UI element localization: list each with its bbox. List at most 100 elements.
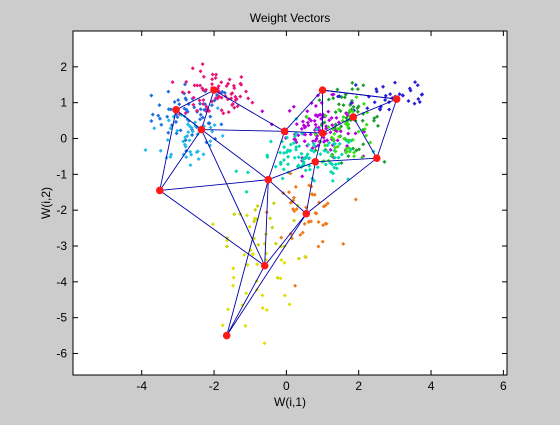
axes: -4 -2 0 2 4 6 2 1 0 -1 -2 -3 -4 -5 -6 bbox=[56, 30, 508, 393]
data-point bbox=[364, 122, 369, 127]
data-point bbox=[321, 204, 326, 209]
data-point bbox=[346, 154, 351, 159]
data-point bbox=[335, 127, 340, 132]
data-point bbox=[282, 293, 287, 298]
data-point bbox=[323, 143, 328, 148]
data-point bbox=[331, 96, 336, 101]
data-point bbox=[231, 266, 236, 271]
data-point bbox=[195, 83, 200, 88]
data-point bbox=[307, 167, 312, 172]
data-point bbox=[317, 98, 322, 103]
data-point bbox=[238, 94, 243, 99]
data-point bbox=[378, 107, 383, 112]
weight-link bbox=[267, 131, 286, 180]
data-point bbox=[250, 100, 255, 105]
scatter-points bbox=[143, 62, 425, 346]
data-point bbox=[364, 133, 369, 138]
data-point bbox=[291, 104, 296, 109]
data-point bbox=[288, 171, 293, 176]
weight-link bbox=[264, 213, 307, 266]
weight-node bbox=[318, 129, 327, 137]
weight-link bbox=[159, 129, 202, 191]
data-point bbox=[255, 203, 260, 208]
data-point bbox=[362, 127, 367, 132]
data-point bbox=[292, 209, 297, 214]
data-point bbox=[408, 88, 413, 93]
data-point bbox=[353, 197, 358, 202]
data-point bbox=[354, 148, 359, 153]
weight-link bbox=[315, 157, 377, 163]
data-point bbox=[303, 254, 308, 259]
data-point bbox=[296, 133, 301, 138]
weight-nodes bbox=[156, 86, 401, 340]
weight-link bbox=[200, 129, 266, 266]
data-point bbox=[197, 98, 202, 103]
weight-link bbox=[352, 116, 378, 159]
data-point bbox=[336, 94, 341, 99]
data-point bbox=[330, 162, 335, 167]
data-point bbox=[294, 145, 299, 150]
weight-link bbox=[200, 89, 215, 130]
x-tick-label: 2 bbox=[355, 379, 362, 393]
data-point bbox=[341, 103, 346, 108]
data-point bbox=[281, 167, 286, 172]
data-point bbox=[204, 104, 209, 109]
data-point bbox=[314, 127, 319, 132]
data-point bbox=[213, 75, 218, 80]
data-point bbox=[336, 120, 341, 125]
data-point bbox=[165, 138, 170, 143]
data-point bbox=[299, 151, 304, 156]
weight-link bbox=[322, 89, 397, 100]
data-point bbox=[328, 147, 333, 152]
data-point bbox=[309, 148, 314, 153]
data-point bbox=[293, 184, 298, 189]
data-point bbox=[326, 97, 331, 102]
data-point bbox=[244, 89, 249, 94]
data-point bbox=[192, 83, 197, 88]
data-point bbox=[322, 120, 327, 125]
data-point bbox=[323, 162, 328, 167]
data-point bbox=[278, 276, 283, 281]
data-point bbox=[383, 93, 388, 98]
data-point bbox=[292, 218, 297, 223]
data-point bbox=[201, 152, 206, 157]
data-point bbox=[313, 122, 318, 127]
data-point bbox=[260, 109, 265, 114]
data-point bbox=[345, 123, 350, 128]
data-point bbox=[219, 95, 224, 100]
data-point bbox=[279, 244, 284, 249]
data-point bbox=[166, 118, 171, 123]
data-point bbox=[303, 168, 308, 173]
data-point bbox=[346, 126, 351, 131]
data-point bbox=[360, 118, 365, 123]
data-point bbox=[265, 153, 270, 158]
data-point bbox=[350, 137, 355, 142]
data-point bbox=[227, 77, 232, 82]
data-point bbox=[294, 207, 299, 212]
data-point bbox=[313, 132, 318, 137]
data-point bbox=[253, 207, 258, 212]
weight-link bbox=[267, 179, 307, 215]
data-point bbox=[351, 104, 356, 109]
weight-node bbox=[280, 127, 289, 136]
data-point bbox=[176, 98, 181, 103]
data-point bbox=[168, 154, 173, 159]
data-point bbox=[244, 291, 249, 296]
weight-link bbox=[226, 179, 269, 336]
weight-node bbox=[156, 186, 164, 195]
data-point bbox=[273, 241, 278, 246]
weight-link bbox=[159, 109, 177, 191]
data-point bbox=[336, 102, 341, 107]
data-point bbox=[268, 216, 273, 221]
data-point bbox=[184, 155, 189, 160]
data-point bbox=[374, 87, 379, 92]
data-point bbox=[183, 135, 188, 140]
weight-node bbox=[302, 209, 311, 218]
data-point bbox=[200, 62, 205, 67]
data-point bbox=[353, 82, 358, 87]
data-point bbox=[256, 242, 261, 247]
data-point bbox=[231, 275, 236, 280]
data-point bbox=[201, 74, 206, 79]
data-point bbox=[325, 143, 330, 148]
